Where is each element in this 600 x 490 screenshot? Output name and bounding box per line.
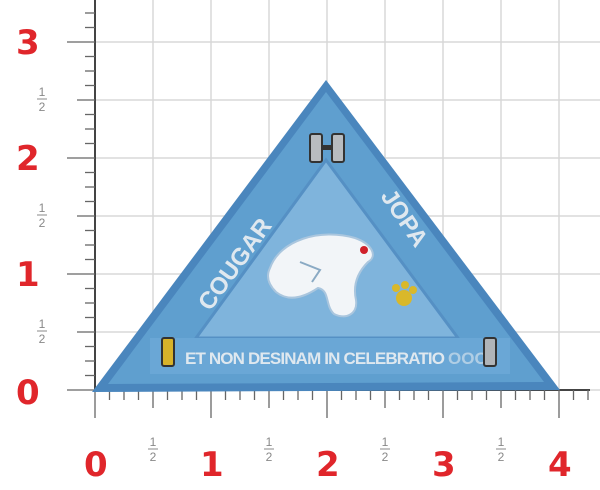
ruler-label-1: 1 — [16, 255, 40, 295]
half-denominator: 2 — [39, 216, 46, 230]
ruler-label-0: 0 — [84, 445, 108, 485]
half-numerator: 1 — [39, 317, 46, 331]
ruler-label-1: 1 — [200, 445, 224, 485]
patch: ET NON DESINAM IN CELEBRATIO OOO COUGAR … — [92, 80, 560, 392]
ruler-label-3: 3 — [432, 445, 456, 485]
half-denominator: 2 — [39, 100, 46, 114]
half-denominator: 2 — [39, 332, 46, 346]
silver-bar-icon — [483, 337, 497, 367]
half-denominator: 2 — [266, 450, 273, 464]
ruler-label-3: 3 — [16, 23, 40, 63]
half-denominator: 2 — [150, 450, 157, 464]
ruler-label-0: 0 — [16, 373, 40, 413]
ruler-label-2: 2 — [316, 445, 340, 485]
cougar-head-icon — [267, 233, 374, 318]
half-numerator: 1 — [498, 435, 505, 449]
ruler-label-2: 2 — [16, 139, 40, 179]
ruler-label-4: 4 — [548, 445, 572, 485]
half-denominator: 2 — [498, 450, 505, 464]
half-numerator: 1 — [150, 435, 157, 449]
motto-text: ET NON DESINAM IN CELEBRATIO — [185, 349, 445, 368]
motto-text-tail: OOO — [448, 349, 488, 368]
silver-bar-icon — [309, 133, 345, 163]
half-numerator: 1 — [39, 85, 46, 99]
patch-motto-band — [150, 338, 510, 374]
half-numerator: 1 — [39, 201, 46, 215]
half-numerator: 1 — [266, 435, 273, 449]
vertical-ruler-labels: 3 2 1 0 — [16, 23, 40, 413]
gold-bar-icon — [161, 337, 175, 367]
half-numerator: 1 — [382, 435, 389, 449]
horizontal-ruler-labels: 0 1 2 3 4 — [84, 445, 572, 485]
half-denominator: 2 — [382, 450, 389, 464]
gold-paw-icon — [392, 281, 417, 306]
